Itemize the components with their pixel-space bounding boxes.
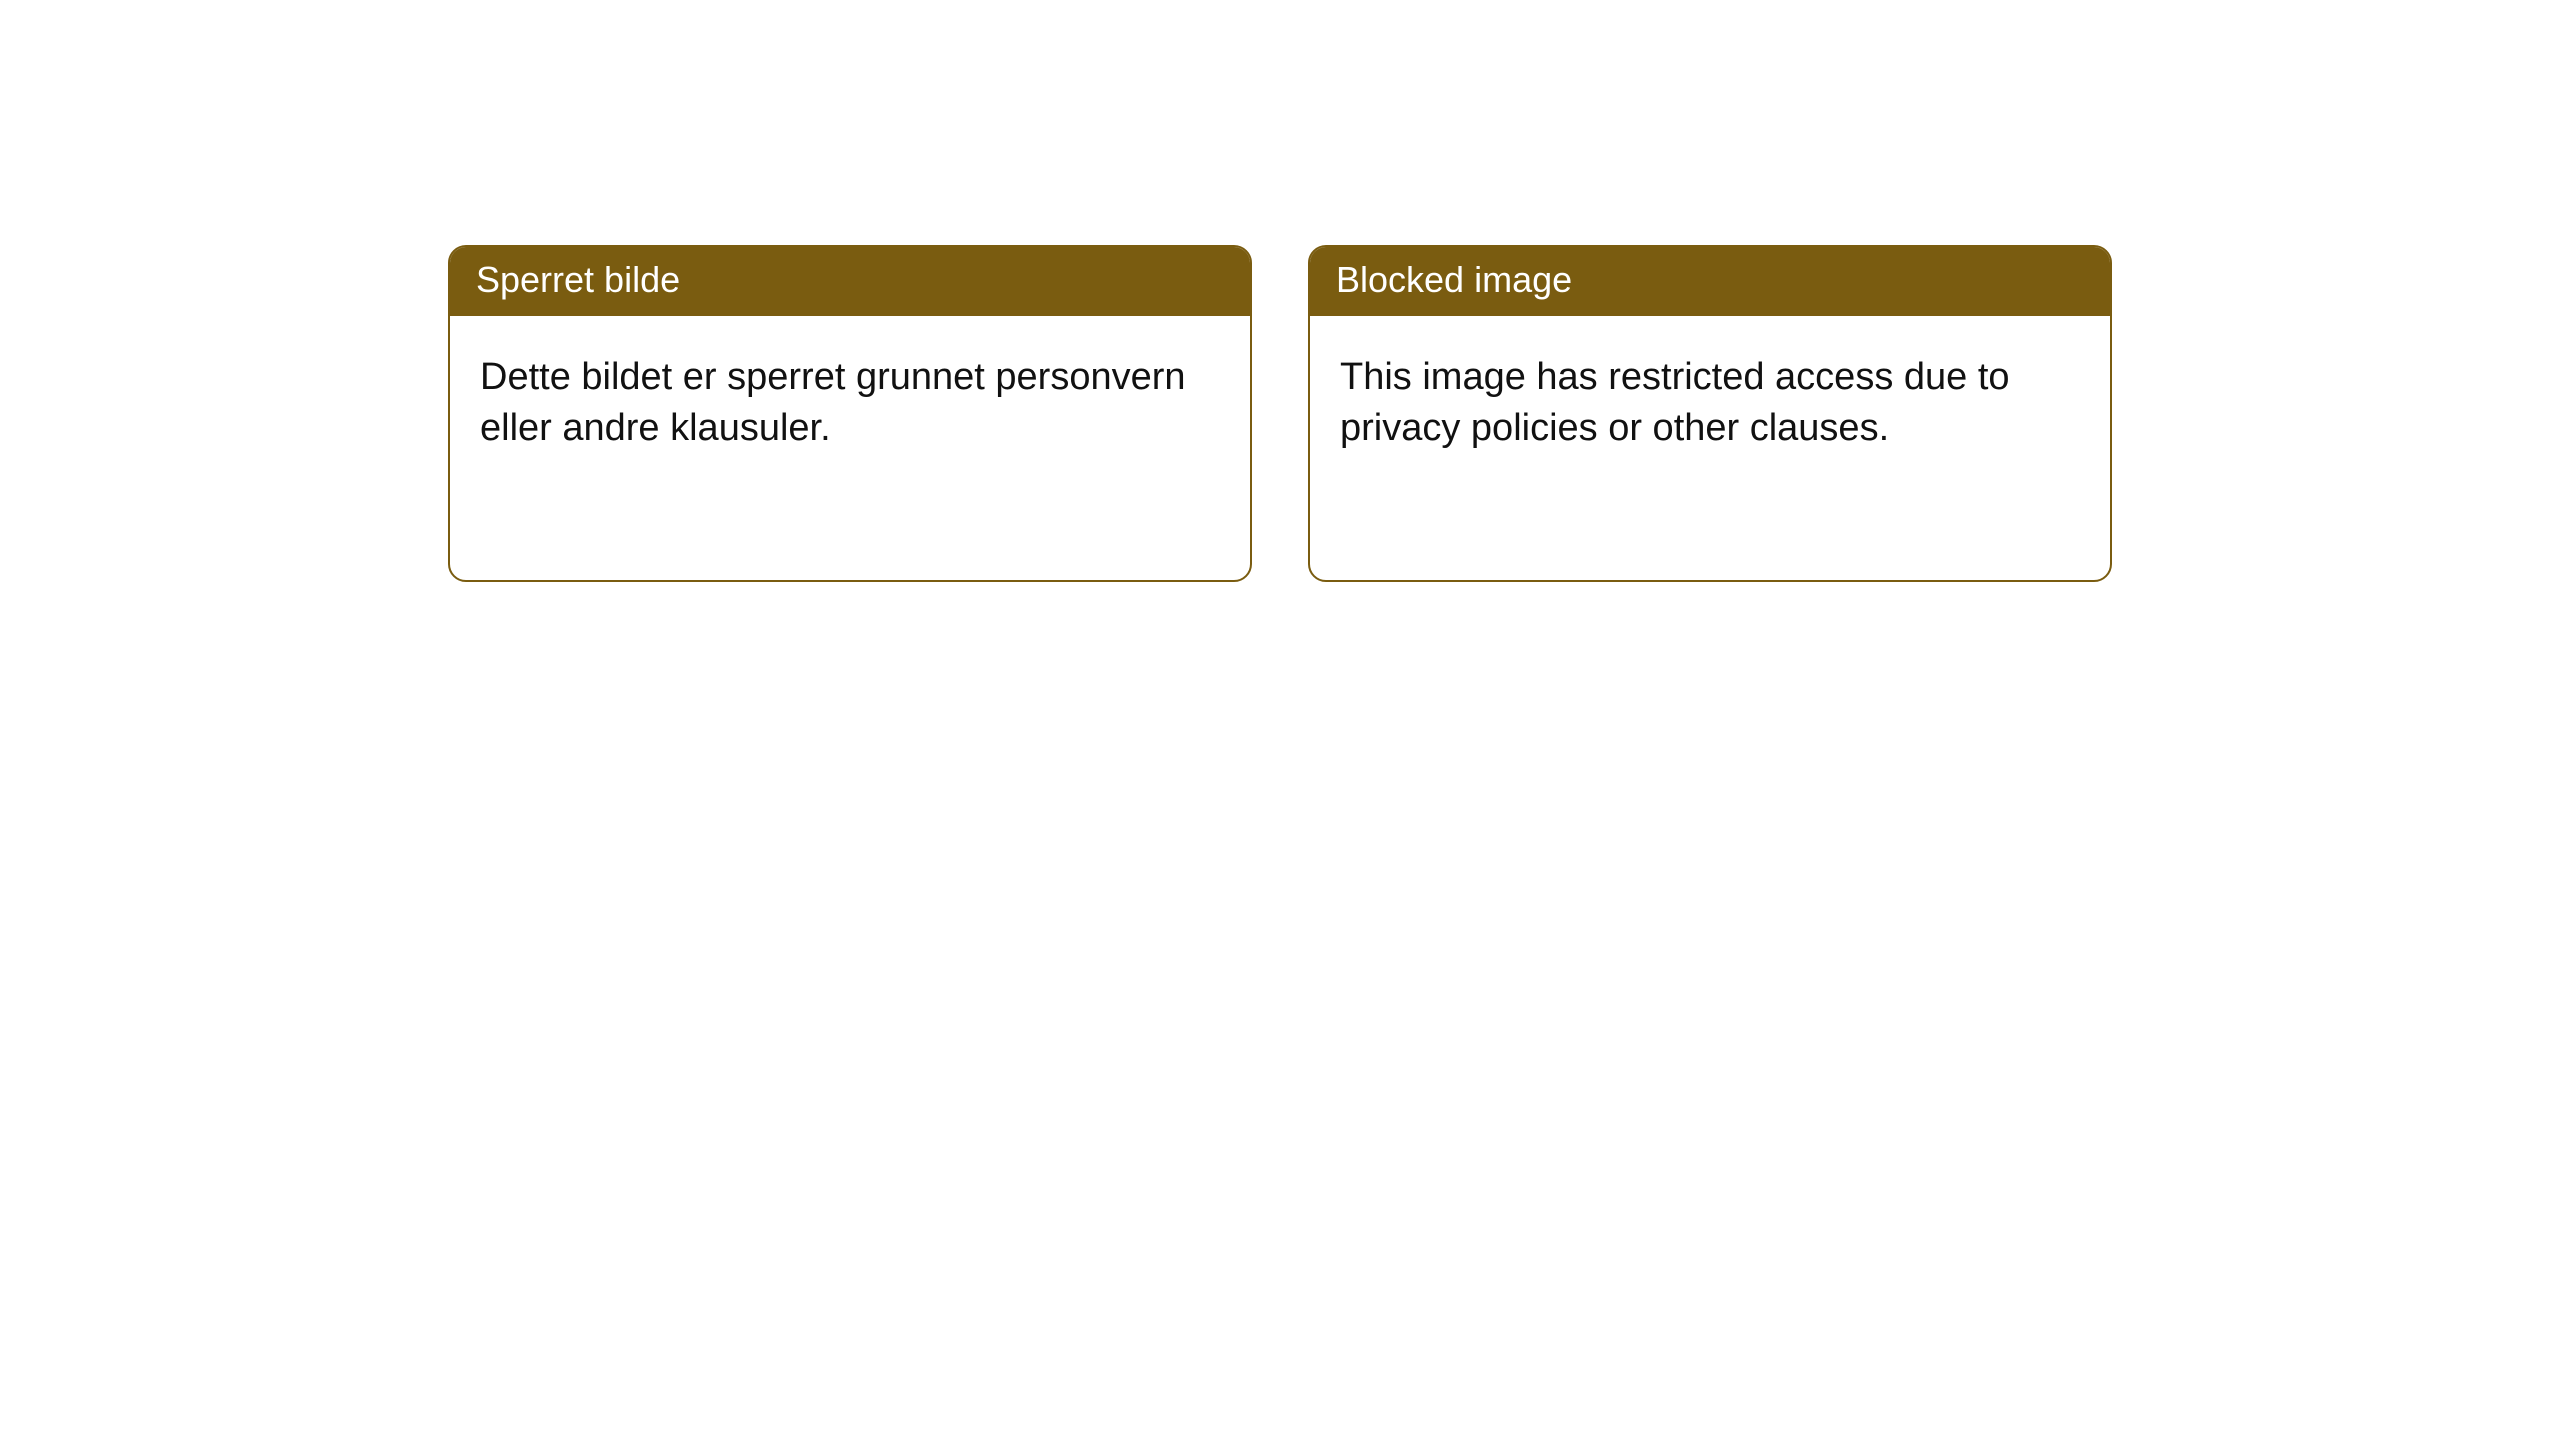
notice-body-no: Dette bildet er sperret grunnet personve… [450,316,1250,485]
notice-card-en: Blocked image This image has restricted … [1308,245,2112,582]
notice-title-no: Sperret bilde [450,247,1250,316]
notice-card-no: Sperret bilde Dette bildet er sperret gr… [448,245,1252,582]
notice-body-en: This image has restricted access due to … [1310,316,2110,485]
notice-title-en: Blocked image [1310,247,2110,316]
notice-container: Sperret bilde Dette bildet er sperret gr… [0,0,2560,582]
